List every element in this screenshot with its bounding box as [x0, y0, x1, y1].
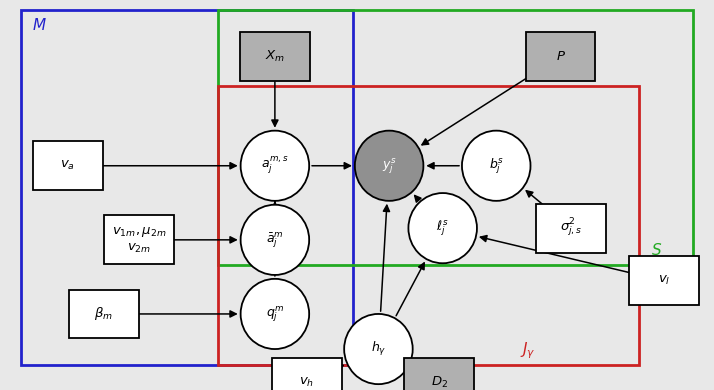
- Text: $a_j^{m,s}$: $a_j^{m,s}$: [261, 156, 288, 176]
- Bar: [21, 10, 353, 365]
- Text: $J_\gamma$: $J_\gamma$: [521, 341, 536, 361]
- FancyBboxPatch shape: [629, 257, 699, 305]
- Text: $y_j^s$: $y_j^s$: [382, 156, 396, 176]
- Text: $q_j^m$: $q_j^m$: [266, 304, 284, 324]
- Ellipse shape: [241, 279, 309, 349]
- Ellipse shape: [408, 193, 477, 263]
- Text: $v_l$: $v_l$: [658, 274, 670, 287]
- Ellipse shape: [462, 131, 531, 201]
- FancyBboxPatch shape: [272, 358, 342, 390]
- Text: $v_{1m}, \mu_{2m}$
$v_{2m}$: $v_{1m}, \mu_{2m}$ $v_{2m}$: [112, 225, 166, 255]
- Text: $D_2$: $D_2$: [431, 375, 448, 390]
- Text: $S$: $S$: [651, 241, 663, 258]
- FancyBboxPatch shape: [240, 32, 310, 81]
- Ellipse shape: [355, 131, 423, 201]
- FancyBboxPatch shape: [104, 215, 174, 264]
- Ellipse shape: [241, 205, 309, 275]
- Text: $\bar{a}_j^m$: $\bar{a}_j^m$: [266, 230, 283, 250]
- Ellipse shape: [344, 314, 413, 384]
- Text: $v_h$: $v_h$: [299, 376, 315, 389]
- Text: $b_j^s$: $b_j^s$: [488, 156, 504, 176]
- Text: $M$: $M$: [32, 17, 46, 34]
- Text: $X_m$: $X_m$: [265, 49, 285, 64]
- Bar: [218, 86, 639, 365]
- Text: $\beta_m$: $\beta_m$: [94, 305, 113, 323]
- FancyBboxPatch shape: [404, 358, 474, 390]
- Text: $\ell_j^s$: $\ell_j^s$: [436, 218, 449, 238]
- Ellipse shape: [241, 131, 309, 201]
- FancyBboxPatch shape: [536, 204, 606, 253]
- Text: $v_a$: $v_a$: [61, 159, 75, 172]
- FancyBboxPatch shape: [526, 32, 595, 81]
- Text: $h_\gamma$: $h_\gamma$: [371, 340, 386, 358]
- FancyBboxPatch shape: [33, 142, 103, 190]
- Bar: [218, 10, 693, 265]
- FancyBboxPatch shape: [69, 289, 139, 338]
- Text: $\sigma_{j,s}^2$: $\sigma_{j,s}^2$: [560, 217, 583, 239]
- Text: $P$: $P$: [555, 50, 565, 63]
